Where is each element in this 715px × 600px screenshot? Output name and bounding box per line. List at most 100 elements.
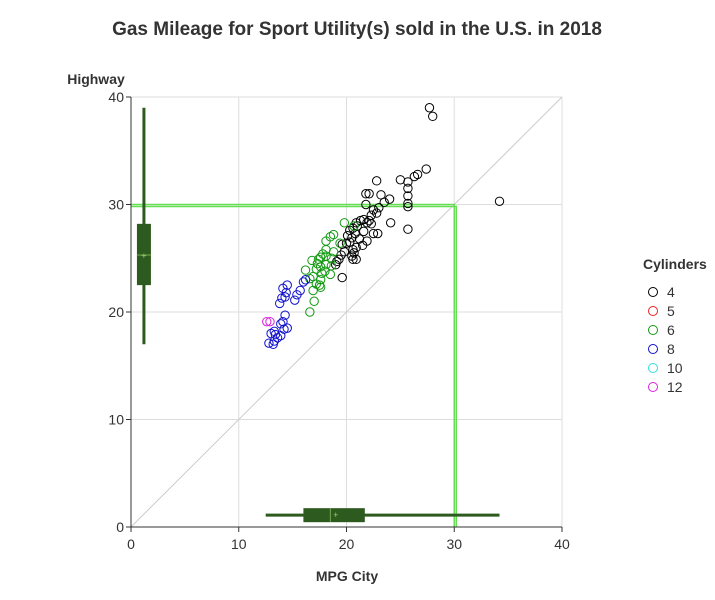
reference-line-30 <box>131 203 455 527</box>
legend-marker-cyl-8 <box>648 344 658 354</box>
legend-marker-cyl-5 <box>648 306 658 316</box>
scatter-point-cyl-8 <box>268 339 278 349</box>
scatter-point-cyl-4 <box>385 218 396 228</box>
scatter-point-cyl-6 <box>335 238 345 248</box>
scatter-point-cyl-6 <box>349 221 359 231</box>
scatter-point-cyl-8 <box>280 310 290 320</box>
scatter-point-cyl-4 <box>351 242 361 253</box>
legend-label-cyl-4: 4 <box>667 284 675 300</box>
scatter-point-cyl-4 <box>364 189 374 199</box>
scatter-point-cyl-8 <box>277 293 287 303</box>
scatter-point-cyl-4 <box>403 224 413 234</box>
y-tick-label: 40 <box>108 89 124 105</box>
scatter-point-cyl-4 <box>368 205 379 215</box>
y-tick-label: 10 <box>108 412 124 428</box>
scatter-point-cyl-6 <box>321 260 331 270</box>
scatter-point-cyl-4 <box>409 171 420 182</box>
scatter-point-cyl-4 <box>412 169 423 180</box>
scatter-point-cyl-8 <box>272 333 283 343</box>
x-axis-label: MPG City <box>316 568 378 584</box>
y-tick-label: 0 <box>116 519 124 535</box>
scatter-point-cyl-4 <box>403 191 413 201</box>
plot-area: 0 10 20 30 40 0 10 20 30 40 + + <box>108 89 570 552</box>
scatter-point-cyl-4 <box>428 111 438 122</box>
x-tick-label: 30 <box>446 536 462 552</box>
scatter-point-cyl-6 <box>305 307 315 317</box>
scatter-point-cyl-4 <box>339 247 350 257</box>
x-tick-label: 10 <box>231 536 247 552</box>
scatter-point-cyl-4 <box>371 176 382 186</box>
scatter-point-cyl-4 <box>349 248 359 258</box>
scatter-point-cyl-4 <box>351 254 361 265</box>
scatter-point-cyl-6 <box>339 218 350 228</box>
scatter-point-cyl-8 <box>290 295 300 305</box>
y-axis-label: Highway <box>67 71 125 87</box>
scatter-point-cyl-4 <box>334 254 344 265</box>
scatter-point-cyl-4 <box>379 197 389 208</box>
scatter-point-cyl-6 <box>309 296 319 306</box>
legend-label-cyl-6: 6 <box>667 322 675 338</box>
scatter-point-cyl-6 <box>328 247 339 257</box>
scatter-point-cyl-4 <box>366 210 376 220</box>
scatter-point-cyl-12 <box>262 316 272 327</box>
scatter-point-cyl-4 <box>403 201 413 212</box>
scatter-point-cyl-4 <box>359 226 369 237</box>
scatter-point-cyl-4 <box>384 194 395 204</box>
scatter-point-cyl-6 <box>320 266 330 276</box>
scatter-point-cyl-6 <box>308 285 318 296</box>
scatter-point-cyl-8 <box>300 275 311 285</box>
scatter-point-cyl-8 <box>298 277 309 287</box>
y-tick-label: 30 <box>108 197 124 213</box>
scatter-point-cyl-4 <box>403 177 413 187</box>
scatter-point-cyl-4 <box>355 215 366 226</box>
x-tick-label: 0 <box>127 536 135 552</box>
legend-label-cyl-8: 8 <box>667 341 675 357</box>
x-tick-label: 20 <box>339 536 355 552</box>
legend-marker-cyl-6 <box>648 325 658 335</box>
scatter-point-cyl-4 <box>337 272 347 283</box>
legend-label-cyl-5: 5 <box>667 303 675 319</box>
scatter-point-cyl-4 <box>362 218 372 228</box>
scatter-point-cyl-6 <box>314 280 325 290</box>
scatter-point-cyl-4 <box>421 164 431 174</box>
legend-label-cyl-10: 10 <box>667 360 683 376</box>
reference-line-30 <box>131 205 457 527</box>
legend-marker-cyl-4 <box>648 287 658 297</box>
city-box <box>303 508 365 523</box>
scatter-point-cyl-4 <box>361 189 371 199</box>
scatter-point-cyl-4 <box>494 196 505 206</box>
legend-marker-cyl-12 <box>648 382 658 392</box>
chart-title: Gas Mileage for Sport Utility(s) sold in… <box>112 19 602 40</box>
scatter-point-cyl-4 <box>371 208 382 218</box>
city-box-mean: + <box>333 510 338 520</box>
scatter-point-cyl-6 <box>326 253 337 263</box>
scatter-point-cyl-4 <box>403 198 413 209</box>
scatter-point-cyl-12 <box>265 316 275 327</box>
scatter-point-cyl-8 <box>278 316 288 327</box>
highway-box <box>136 223 151 286</box>
legend-label-cyl-12: 12 <box>667 379 683 395</box>
highway-box-mean: + <box>141 251 146 261</box>
legend-title: Cylinders <box>643 256 707 272</box>
scatter-point-cyl-4 <box>342 230 353 241</box>
scatter-point-cyl-8 <box>274 298 285 309</box>
scatter-point-cyl-4 <box>374 203 384 213</box>
scatter-point-cyl-6 <box>328 229 339 240</box>
diagonal-reference-line <box>130 96 563 528</box>
scatter-point-cyl-4 <box>424 103 435 113</box>
scatter-point-cyl-4 <box>361 199 371 210</box>
legend-marker-cyl-10 <box>648 363 658 373</box>
scatter-point-cyl-4 <box>403 183 413 194</box>
scatter-point-cyl-4 <box>366 219 376 229</box>
scatter-point-cyl-4 <box>348 223 358 233</box>
scatter-point-cyl-6 <box>300 265 311 275</box>
scatter-point-cyl-8 <box>264 338 274 348</box>
scatter-point-cyl-8 <box>292 290 302 300</box>
y-tick-label: 20 <box>108 304 124 320</box>
scatter-point-cyl-4 <box>368 228 379 239</box>
scatter-point-cyl-8 <box>270 329 281 340</box>
scatter-point-cyl-4 <box>373 228 383 239</box>
scatter-point-cyl-4 <box>331 260 341 270</box>
x-tick-label: 40 <box>554 536 570 552</box>
